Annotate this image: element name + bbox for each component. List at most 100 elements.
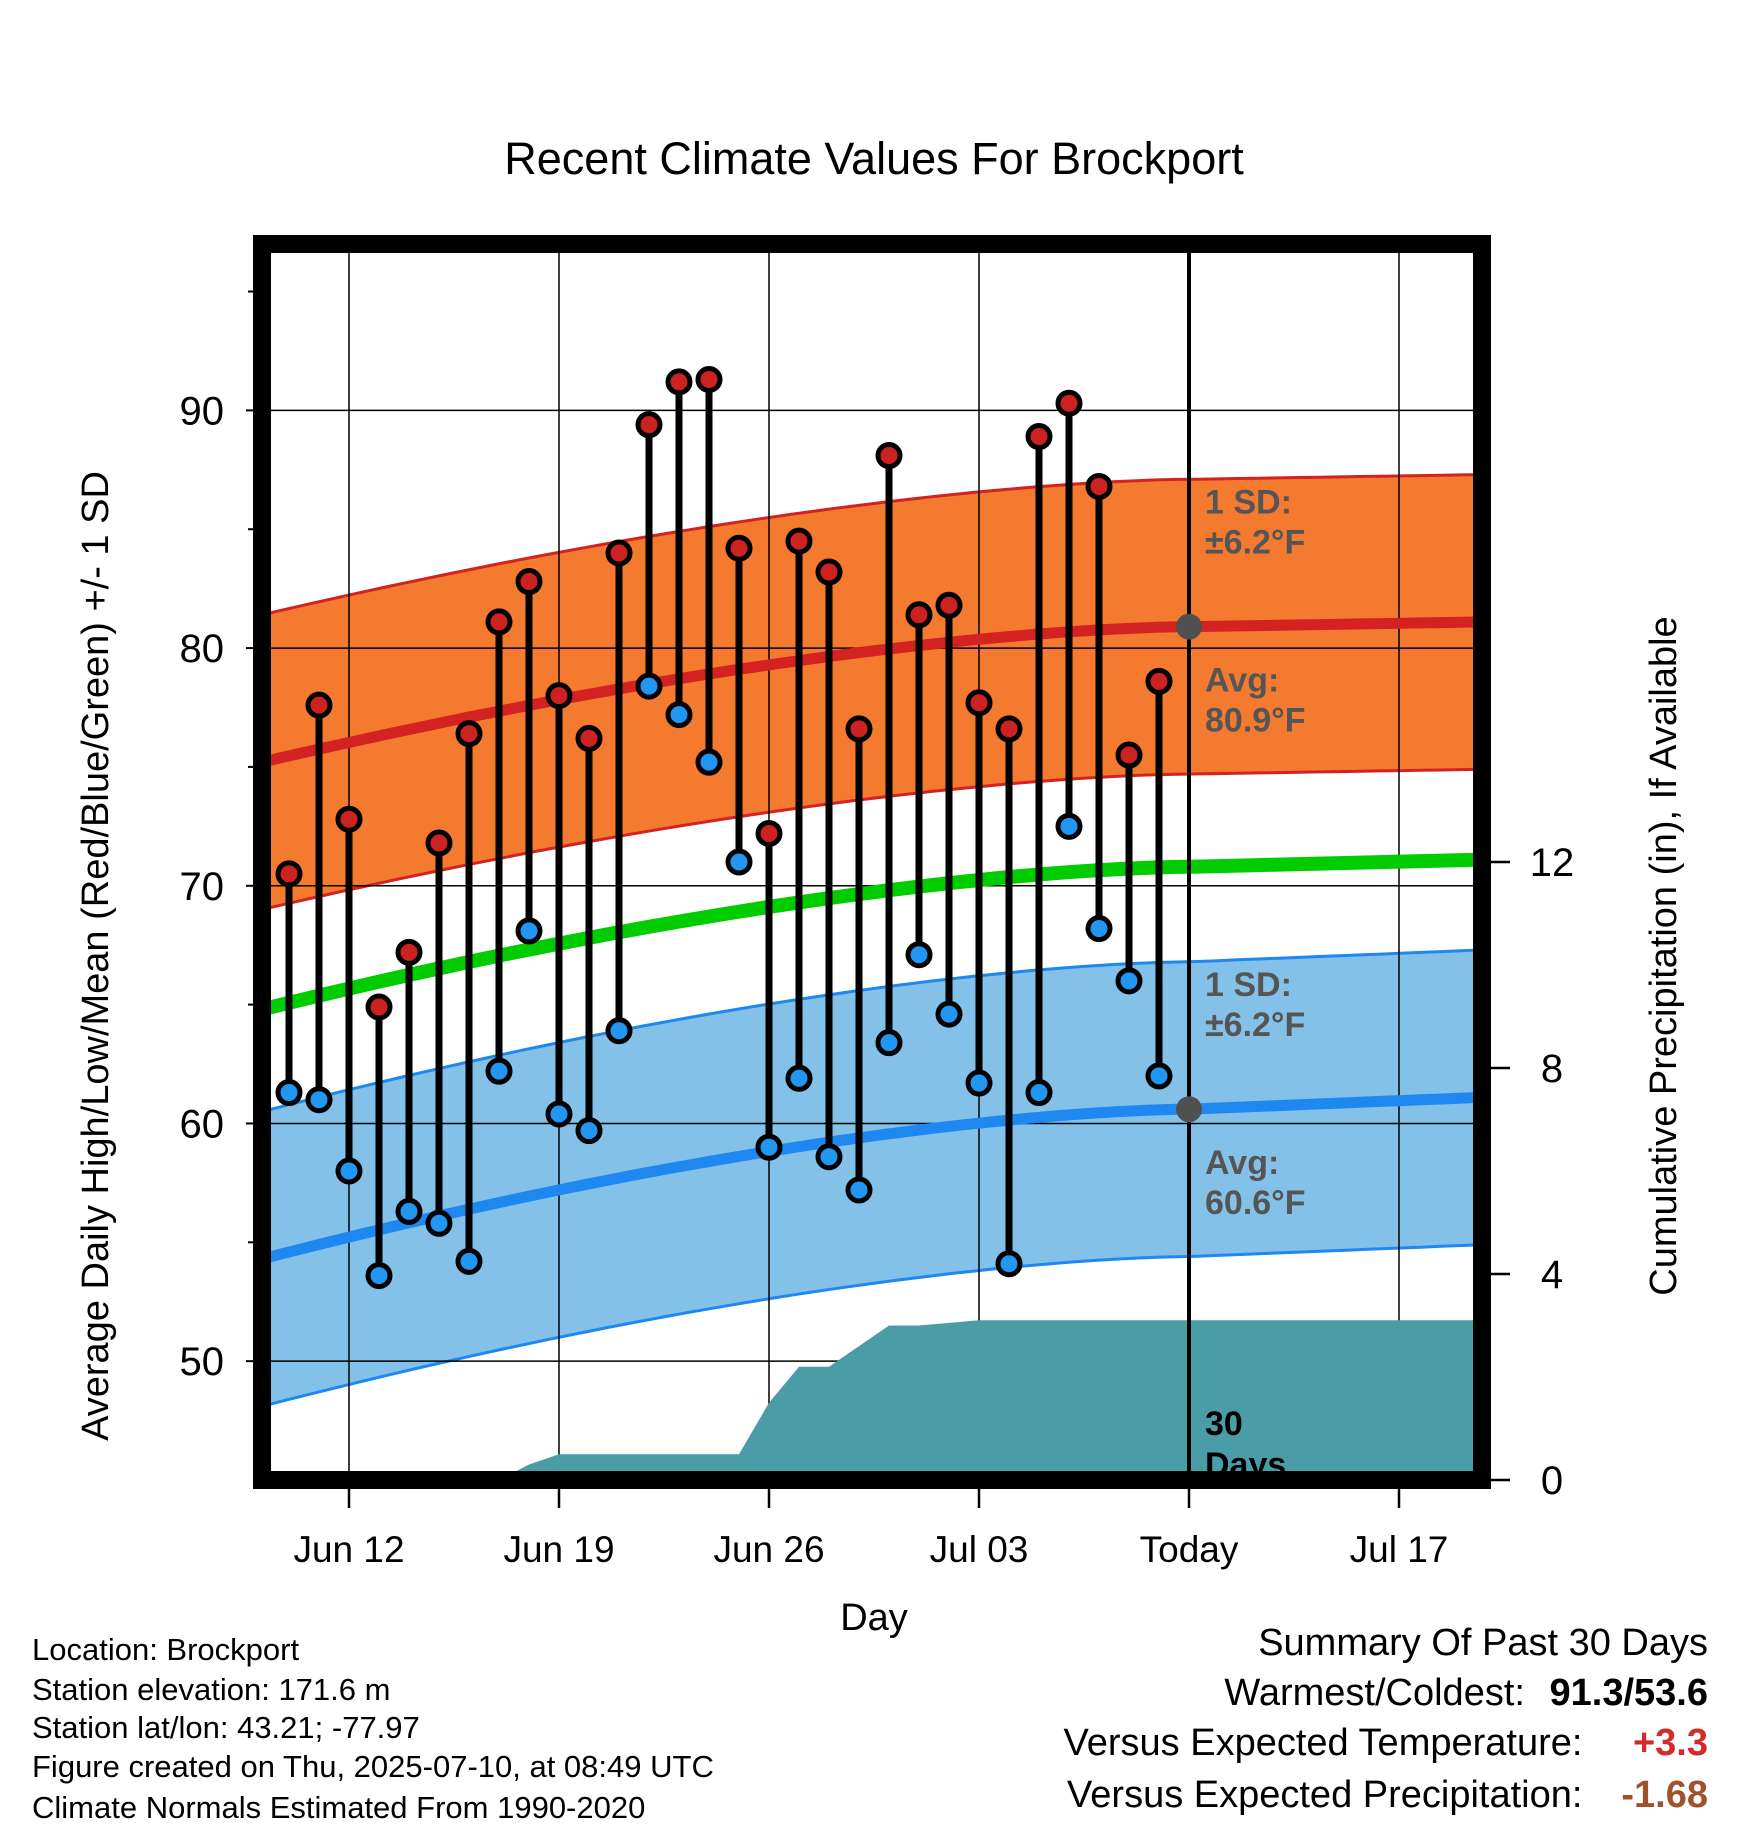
warm-cold-value: 91.3/53.6 bbox=[1549, 1672, 1708, 1714]
chart-title: Recent Climate Values For Brockport bbox=[504, 133, 1244, 184]
low-point bbox=[935, 1000, 963, 1028]
high-point bbox=[485, 608, 513, 636]
high-point bbox=[605, 539, 633, 567]
high-point bbox=[635, 411, 663, 439]
high-point bbox=[395, 938, 423, 966]
high-avg-today-marker bbox=[1176, 613, 1202, 640]
y2-axis-label: Cumulative Precipitation (in), If Availa… bbox=[1643, 616, 1685, 1295]
y-tick-label: 80 bbox=[180, 627, 225, 671]
low-point bbox=[995, 1250, 1023, 1278]
low-point bbox=[275, 1079, 303, 1107]
summary-warm-cold: Warmest/Coldest: 91.3/53.6 bbox=[1224, 1672, 1708, 1715]
warm-cold-label: Warmest/Coldest: bbox=[1224, 1672, 1525, 1714]
low-point bbox=[545, 1100, 573, 1128]
y-tick-label: 50 bbox=[180, 1340, 225, 1384]
high-sd-band bbox=[262, 473, 1482, 912]
low-point bbox=[665, 701, 693, 729]
low-point bbox=[845, 1176, 873, 1204]
high-point bbox=[1025, 423, 1053, 451]
high-point bbox=[875, 442, 903, 470]
location-text: Location: Brockport bbox=[32, 1632, 300, 1667]
low-avg-label: Avg: bbox=[1205, 1144, 1279, 1182]
precip-area bbox=[289, 1320, 1482, 1480]
low-point bbox=[455, 1247, 483, 1275]
low-point bbox=[1145, 1062, 1173, 1090]
high-point bbox=[845, 715, 873, 743]
high-point bbox=[935, 591, 963, 619]
y2-tick-label: 0 bbox=[1541, 1459, 1563, 1503]
low-point bbox=[335, 1157, 363, 1185]
low-point bbox=[695, 748, 723, 776]
low-point bbox=[725, 848, 753, 876]
low-point bbox=[305, 1086, 333, 1114]
high-avg-label: Avg: bbox=[1205, 662, 1279, 700]
high-point bbox=[665, 368, 693, 396]
low-point bbox=[635, 672, 663, 700]
low-point bbox=[1055, 812, 1083, 840]
low-point bbox=[875, 1029, 903, 1057]
low-point bbox=[575, 1117, 603, 1145]
x-tick-label: Jul 03 bbox=[930, 1529, 1029, 1570]
low-point bbox=[1025, 1079, 1053, 1107]
elevation-text: Station elevation: 171.6 m bbox=[32, 1672, 391, 1707]
low-point bbox=[395, 1197, 423, 1225]
low-sd-label: 1 SD: bbox=[1205, 966, 1292, 1004]
x-tick-label: Jun 19 bbox=[503, 1529, 614, 1570]
latlon-text: Station lat/lon: 43.21; -77.97 bbox=[32, 1710, 420, 1745]
x-tick-label: Today bbox=[1140, 1529, 1239, 1570]
high-point bbox=[335, 805, 363, 833]
y-axis-label: Average Daily High/Low/Mean (Red/Blue/Gr… bbox=[75, 471, 117, 1441]
high-avg-value: 80.9°F bbox=[1205, 702, 1306, 740]
created-text: Figure created on Thu, 2025-07-10, at 08… bbox=[32, 1749, 714, 1784]
high-sd-label: 1 SD: bbox=[1205, 483, 1292, 521]
high-point bbox=[1085, 472, 1113, 500]
low-point bbox=[965, 1069, 993, 1097]
high-point bbox=[575, 724, 603, 752]
low-point bbox=[515, 917, 543, 945]
high-point bbox=[755, 819, 783, 847]
low-avg-today-marker bbox=[1176, 1096, 1202, 1123]
low-point bbox=[815, 1143, 843, 1171]
x-tick-label: Jun 26 bbox=[713, 1529, 824, 1570]
high-point bbox=[965, 689, 993, 717]
high-point bbox=[1055, 389, 1083, 417]
low-point bbox=[485, 1057, 513, 1085]
summary-title: Summary Of Past 30 Days bbox=[1258, 1622, 1708, 1664]
low-normal-line bbox=[262, 1091, 1482, 1265]
period-label-number: 30 bbox=[1205, 1405, 1243, 1443]
high-point bbox=[905, 601, 933, 629]
high-point bbox=[995, 715, 1023, 743]
high-point bbox=[1145, 667, 1173, 695]
high-point bbox=[455, 720, 483, 748]
summary-temp: Versus Expected Temperature: +3.3 bbox=[1064, 1722, 1708, 1765]
high-point bbox=[815, 558, 843, 586]
x-axis-label: Day bbox=[840, 1597, 908, 1639]
high-point bbox=[305, 691, 333, 719]
x-tick-label: Jun 12 bbox=[293, 1529, 404, 1570]
low-avg-value: 60.6°F bbox=[1205, 1184, 1306, 1222]
low-point bbox=[1085, 915, 1113, 943]
high-point bbox=[515, 568, 543, 596]
y-tick-label: 70 bbox=[180, 865, 225, 909]
y-tick-label: 60 bbox=[180, 1102, 225, 1146]
high-point bbox=[1115, 741, 1143, 769]
low-sd-value: ±6.2°F bbox=[1205, 1006, 1305, 1044]
temp-value: +3.3 bbox=[1632, 1722, 1708, 1764]
axes: 50 60 70 80 90 0 4 8 12 Jun 12 Jun 19 Jun 26 Jul 03 T… bbox=[180, 235, 1575, 1570]
low-point bbox=[755, 1133, 783, 1161]
precip-label: Versus Expected Precipitation: bbox=[1067, 1774, 1583, 1816]
plot-frame bbox=[253, 235, 1491, 1489]
normals-text: Climate Normals Estimated From 1990-2020 bbox=[32, 1790, 646, 1825]
high-point bbox=[425, 829, 453, 857]
y2-tick-label: 12 bbox=[1530, 841, 1575, 885]
y-tick-label: 90 bbox=[180, 389, 225, 433]
low-point bbox=[425, 1209, 453, 1237]
high-normal-line bbox=[262, 616, 1482, 768]
high-point bbox=[545, 682, 573, 710]
high-point bbox=[365, 993, 393, 1021]
low-point bbox=[1115, 967, 1143, 995]
summary-precip: Versus Expected Precipitation: -1.68 bbox=[1067, 1774, 1708, 1817]
high-sd-value: ±6.2°F bbox=[1205, 523, 1305, 561]
temp-label: Versus Expected Temperature: bbox=[1063, 1722, 1583, 1764]
